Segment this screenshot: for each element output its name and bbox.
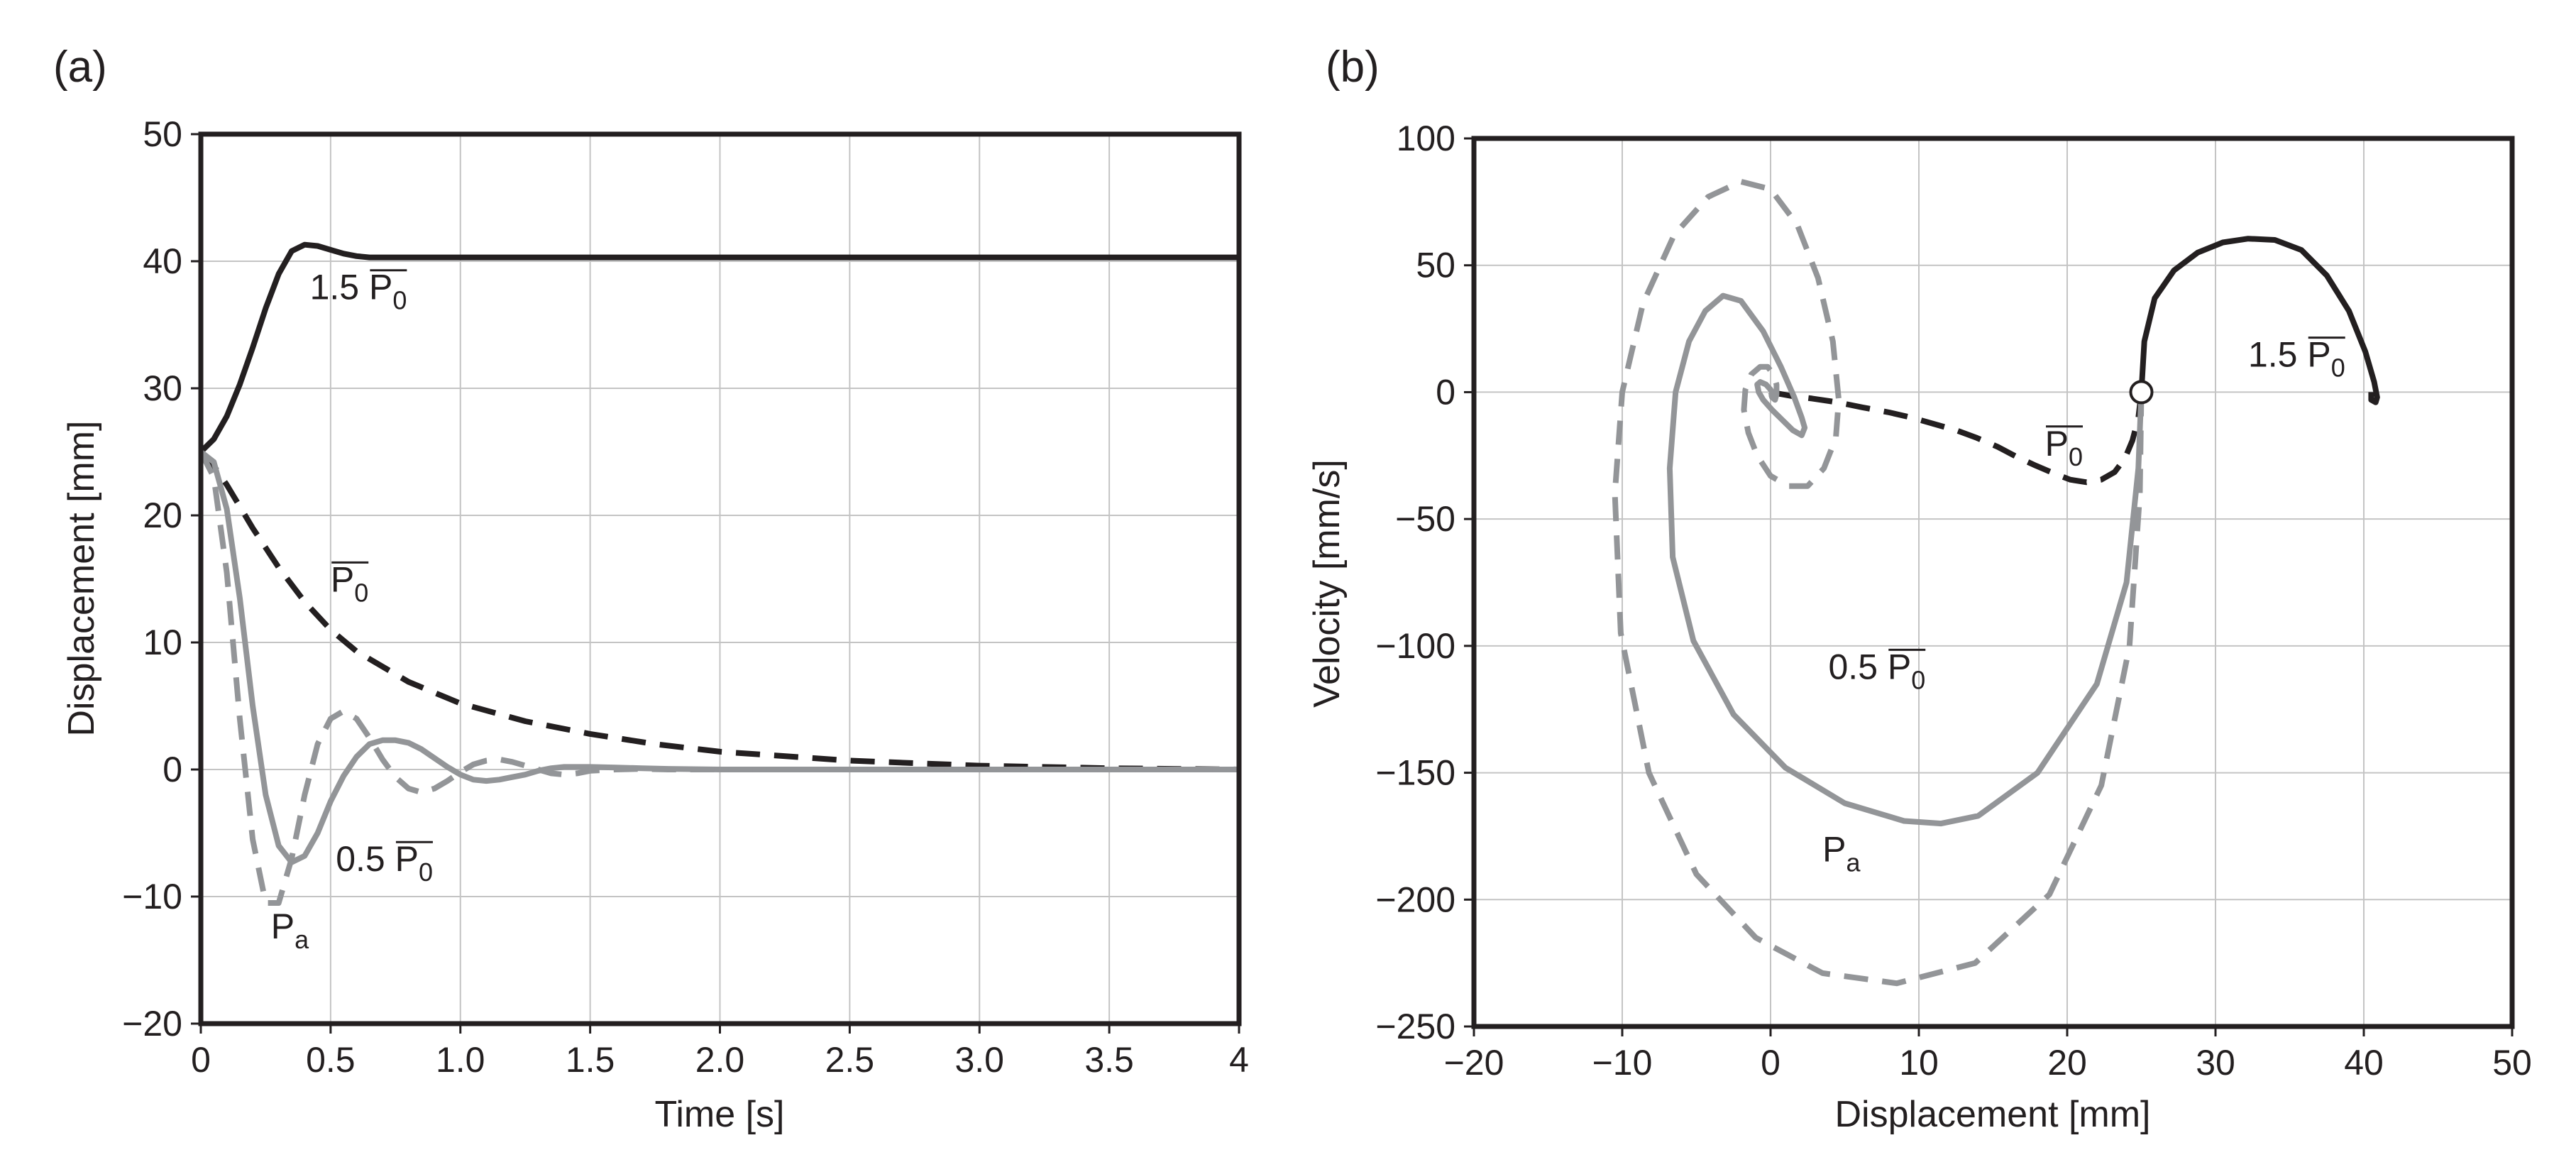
y-tick-label: 0: [163, 750, 182, 789]
x-tick-label: −20: [1444, 1043, 1504, 1083]
y-tick-label: 0: [1436, 372, 1455, 412]
x-axis-label-b: Displacement [mm]: [1835, 1094, 2151, 1135]
annotation-text: 0.5 P0: [336, 839, 433, 887]
x-tick-label: 30: [2196, 1043, 2235, 1083]
start-point-marker: [2129, 380, 2154, 405]
series-p0: [199, 449, 1240, 772]
x-axis-label-a: Time [s]: [655, 1094, 785, 1135]
series-group-b: [1612, 178, 2380, 987]
x-tick-label: −10: [1592, 1043, 1653, 1083]
x-tick-label: 3.0: [954, 1040, 1004, 1080]
y-tick-label: 50: [143, 114, 182, 154]
annotation-a-05p0: 0.5 P0: [336, 839, 433, 887]
x-tick-label: 40: [2344, 1043, 2384, 1083]
x-tick-label: 0: [1761, 1043, 1780, 1083]
y-tick-label: 100: [1397, 119, 1455, 158]
annotation-a-p0: P0: [331, 559, 368, 607]
grid-b: [1473, 138, 2513, 1027]
x-tick-label: 2.5: [825, 1040, 875, 1080]
panel-label-b: (b): [1326, 43, 1380, 92]
annotation-b-pa: Pa: [1822, 830, 1861, 877]
annotation-subscript: a: [295, 925, 309, 954]
series-15-p0: [199, 241, 1239, 454]
series-15-p0: [2138, 236, 2380, 405]
x-tick-label: 2.0: [695, 1040, 745, 1080]
y-tick-label: 50: [1416, 246, 1455, 285]
x-tick-label: 50: [2492, 1043, 2532, 1083]
annotation-base: 0.5 P: [336, 839, 419, 879]
annotation-b-05p0: 0.5 P0: [1829, 647, 1926, 694]
annotation-subscript: 0: [419, 858, 433, 887]
annotation-b-15p0: 1.5 P0: [2248, 335, 2345, 383]
start-point-group: [2129, 380, 2154, 405]
x-tick-label: 1.5: [566, 1040, 615, 1080]
annotation-text: P0: [331, 559, 368, 607]
x-tick-label: 0.5: [306, 1040, 356, 1080]
y-axis-label-a: Displacement [mm]: [61, 421, 102, 737]
series-p0: [1770, 389, 2145, 486]
ticks-a: 0 0.5 1.0 1.5 2.0 2.5 3.0 3.5 4 −20 −10 0 10 20 30 40 50: [122, 114, 1249, 1080]
x-tick-label: 3.5: [1084, 1040, 1134, 1080]
annotation-subscript: 0: [2069, 442, 2083, 471]
annotation-a-15p0: 1.5 P0: [310, 268, 407, 315]
annotation-base: P: [271, 907, 295, 946]
x-tick-label: 10: [1899, 1043, 1939, 1083]
y-tick-label: −20: [122, 1004, 182, 1044]
annotation-subscript: 0: [2331, 354, 2345, 383]
panel-label-a: (a): [53, 43, 107, 92]
y-tick-label: −10: [122, 877, 182, 916]
annotation-base: 0.5 P: [1829, 647, 1912, 686]
annotation-base: P: [2045, 424, 2069, 464]
y-tick-label: −150: [1375, 753, 1455, 793]
annotation-b-p0: P0: [2045, 424, 2083, 471]
ticks-b: −20 −10 0 10 20 30 40 50−250−200−150−100−500501…: [1375, 119, 2531, 1083]
annotation-base: P: [331, 559, 354, 599]
annotation-text: Pa: [1822, 830, 1861, 877]
y-tick-label: 40: [143, 241, 182, 281]
annotation-text: P0: [2045, 424, 2083, 471]
annotation-subscript: 0: [1911, 665, 1925, 694]
plot-frame-b: [1471, 136, 2515, 1029]
series-pa: [1612, 178, 2145, 987]
annotation-text: 1.5 P0: [310, 268, 407, 315]
y-tick-label: 30: [143, 368, 182, 408]
x-tick-label: 20: [2047, 1043, 2087, 1083]
series-group-a: [198, 241, 1240, 906]
annotation-base: 1.5 P: [2248, 335, 2331, 375]
annotation-text: 1.5 P0: [2248, 335, 2345, 383]
annotation-subscript: 0: [354, 578, 368, 607]
annotation-base: 1.5 P: [310, 268, 393, 307]
y-tick-label: −50: [1395, 499, 1455, 539]
y-tick-label: 10: [143, 623, 182, 662]
series-pa: [198, 450, 1239, 906]
x-tick-label: 1.0: [436, 1040, 485, 1080]
annotation-a-pa: Pa: [271, 907, 309, 954]
annotation-text: Pa: [271, 907, 309, 954]
x-tick-label: 0: [191, 1040, 211, 1080]
annotation-base: P: [1822, 830, 1846, 870]
y-tick-label: −200: [1375, 880, 1455, 919]
annotation-subscript: a: [1846, 848, 1861, 877]
y-axis-label-b: Velocity [mm/s]: [1306, 459, 1348, 708]
y-tick-label: −250: [1375, 1007, 1455, 1046]
y-tick-label: 20: [143, 495, 182, 535]
x-tick-label: 4: [1229, 1040, 1249, 1080]
series-05-p0: [1666, 292, 2145, 827]
y-tick-label: −100: [1375, 626, 1455, 666]
annotation-subscript: 0: [392, 286, 407, 315]
annotation-text: 0.5 P0: [1829, 647, 1926, 694]
